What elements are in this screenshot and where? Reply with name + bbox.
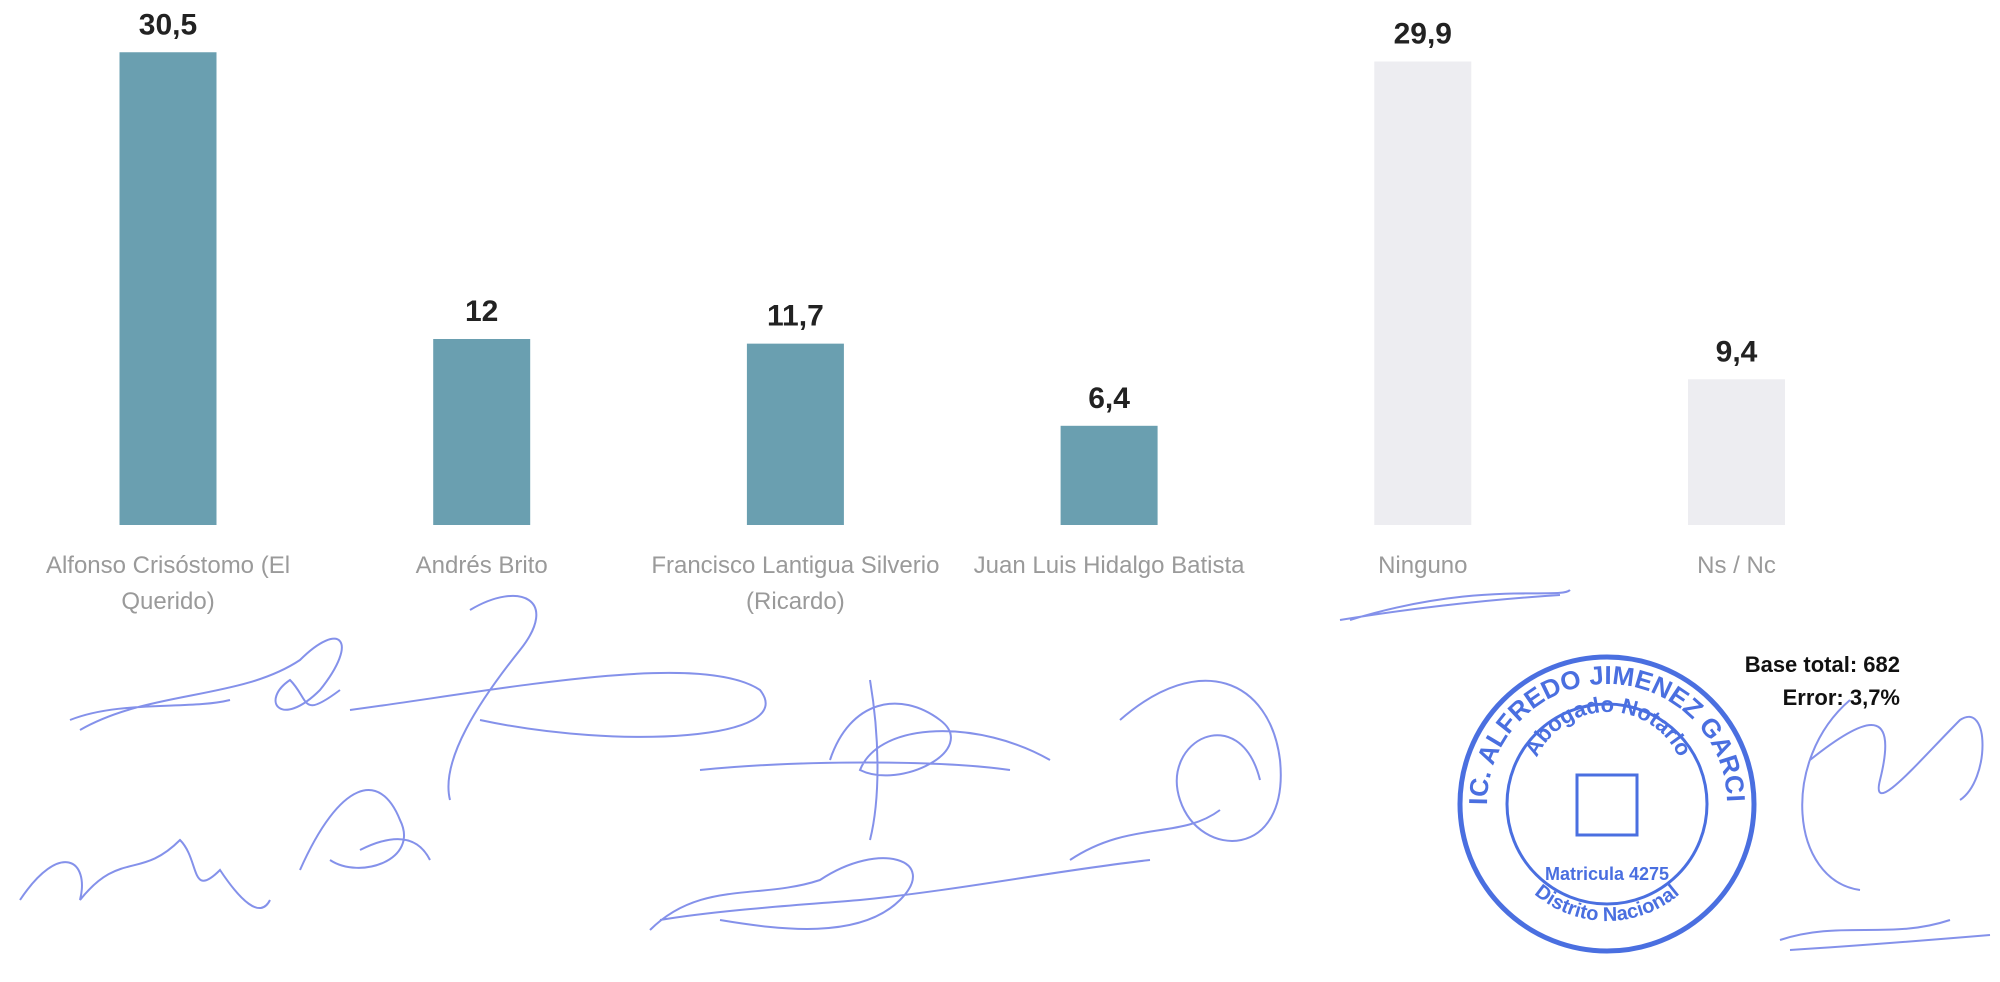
- bar: [746, 343, 844, 525]
- bar: [1374, 61, 1472, 526]
- stamp-ring: [1505, 702, 1709, 906]
- x-tick-label: Ns / Nc: [1697, 552, 1776, 579]
- value-label: 9,4: [1716, 335, 1758, 368]
- bar: [1688, 379, 1785, 525]
- x-tick-label: Andrés Brito: [415, 552, 548, 579]
- signature: [299, 594, 767, 871]
- value-label: 29,9: [1394, 18, 1452, 51]
- bar: [1060, 425, 1158, 525]
- x-tick-label: Ninguno: [1378, 552, 1468, 579]
- signature: [649, 857, 1151, 931]
- value-label: 11,7: [767, 300, 824, 333]
- signature: [1069, 589, 1571, 861]
- bar: [119, 52, 217, 525]
- signature: [1779, 699, 1991, 951]
- value-label: 12: [465, 295, 498, 328]
- signature: [69, 637, 343, 731]
- annotation: Error: 3,7%: [1782, 685, 1900, 710]
- bar: [433, 339, 531, 525]
- stamp-text: Matricula 4275: [1545, 864, 1669, 884]
- value-label: 6,4: [1088, 382, 1130, 415]
- stamp-ring: [1457, 654, 1757, 954]
- x-tick-label: Juan Luis Hidalgo Batista: [973, 552, 1245, 579]
- signatures: [19, 589, 1991, 951]
- signature: [19, 838, 271, 910]
- x-tick-label: Alfonso Crisóstomo (El Querido): [45, 552, 291, 615]
- signature: [699, 679, 1051, 841]
- value-label: 30,5: [139, 8, 197, 41]
- x-tick-label: Francisco Lantigua Silverio (Ricardo): [651, 552, 940, 615]
- annotation: Base total: 682: [1744, 652, 1900, 677]
- stamp-emblem: [1575, 773, 1639, 837]
